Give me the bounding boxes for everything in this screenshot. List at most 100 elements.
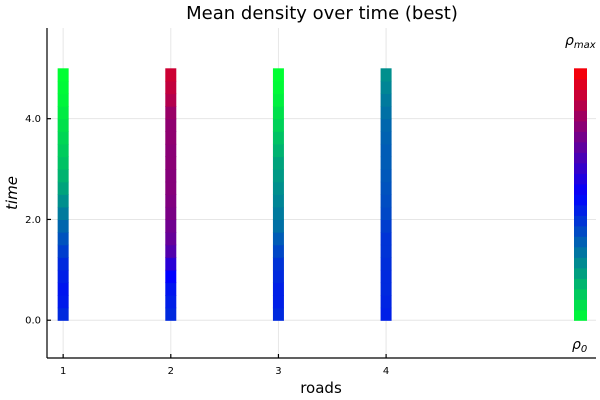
- heatmap-cell: [57, 181, 69, 195]
- heatmap-cell: [272, 232, 284, 246]
- colorbar-segment: [574, 236, 587, 248]
- colorbar-segment: [574, 299, 587, 311]
- heatmap-cell: [272, 156, 284, 170]
- x-tick-label: 1: [60, 366, 66, 377]
- heatmap-cell: [57, 295, 69, 309]
- heatmap-cell: [165, 169, 177, 183]
- heatmap-cell: [380, 257, 392, 271]
- heatmap-cell: [272, 244, 284, 258]
- heatmap-cell: [272, 206, 284, 221]
- heatmap-cell: [380, 232, 392, 246]
- heatmap-cell: [380, 93, 392, 107]
- colorbar-segment: [574, 120, 587, 132]
- heatmap-cell: [57, 80, 69, 95]
- colorbar-segment: [574, 141, 587, 153]
- heatmap-cell: [165, 131, 177, 145]
- colorbar-segment: [574, 89, 587, 101]
- heatmap-cell: [272, 143, 284, 158]
- colorbar-segment: [574, 246, 587, 258]
- heatmap-cell: [380, 181, 392, 195]
- heatmap-cell: [165, 269, 177, 284]
- heatmap-cell: [272, 106, 284, 120]
- heatmap-cell: [165, 118, 177, 132]
- heatmap-cell: [380, 80, 392, 95]
- heatmap-cell: [380, 219, 392, 233]
- heatmap-cell: [380, 131, 392, 145]
- heatmap-cell: [165, 181, 177, 195]
- x-tick-label: 2: [168, 366, 174, 377]
- heatmap-cell: [57, 206, 69, 221]
- y-axis-label: time: [3, 176, 21, 210]
- colorbar-segment: [574, 204, 587, 216]
- heatmap-cell: [57, 68, 69, 82]
- heatmap-cell: [272, 282, 284, 296]
- heatmap-cell: [380, 143, 392, 158]
- colorbar-segment: [574, 152, 587, 164]
- heatmap-cell: [165, 219, 177, 233]
- x-tick-label: 4: [383, 366, 389, 377]
- heatmap-cell: [272, 295, 284, 309]
- heatmap-cell: [165, 106, 177, 120]
- heatmap-cell: [57, 282, 69, 296]
- colorbar-segment: [574, 278, 587, 290]
- heatmap-cell: [272, 194, 284, 208]
- heatmap-cell: [165, 257, 177, 271]
- heatmap-cell: [380, 194, 392, 208]
- heatmap-cell: [380, 118, 392, 132]
- heatmap-cell: [57, 307, 69, 321]
- colorbar-segment: [574, 257, 587, 269]
- x-ticks: 1 2 3 4: [60, 354, 389, 377]
- colorbar-min-label: ρ0: [572, 337, 587, 355]
- heatmap-cell: [380, 282, 392, 296]
- heatmap-cell: [57, 118, 69, 132]
- heatmap-cell: [57, 257, 69, 271]
- heatmap-cell: [272, 269, 284, 284]
- colorbar-segment: [574, 183, 587, 195]
- heatmap-cell: [57, 169, 69, 183]
- colorbar-segment: [574, 215, 587, 227]
- heatmap-cell: [165, 206, 177, 221]
- heatmap-cell: [165, 194, 177, 208]
- heatmap-cell: [57, 156, 69, 170]
- heatmap-cell: [380, 206, 392, 221]
- colorbar-min-symbol: ρ: [572, 337, 581, 353]
- y-tick-label: 4.0: [25, 114, 41, 125]
- heatmap-cell: [380, 68, 392, 82]
- colorbar-segment: [574, 110, 587, 122]
- y-tick-label: 2.0: [25, 215, 41, 226]
- heatmap-cell: [272, 181, 284, 195]
- colorbar: [574, 68, 587, 321]
- heatmap-cell: [57, 244, 69, 258]
- heatmap-cell: [165, 282, 177, 296]
- heatmap-cell: [57, 219, 69, 233]
- heatmap-cell: [57, 131, 69, 145]
- heatmap-cell: [165, 80, 177, 95]
- heatmap-cell: [57, 232, 69, 246]
- y-tick-label: 0.0: [25, 316, 41, 327]
- chart-title: Mean density over time (best): [186, 3, 458, 24]
- colorbar-segment: [574, 267, 587, 279]
- heatmap-cell: [165, 143, 177, 158]
- heatmap-cell: [272, 257, 284, 271]
- heatmap-cell: [272, 68, 284, 82]
- colorbar-segment: [574, 162, 587, 174]
- heatmap-cell: [272, 118, 284, 132]
- heatmap-cell: [380, 106, 392, 120]
- colorbar-max-subscript: max: [574, 40, 596, 51]
- colorbar-segment: [574, 225, 587, 237]
- y-ticks: 0.0 2.0 4.0: [25, 114, 51, 327]
- heatmap-cell: [272, 219, 284, 233]
- heatmap-cell: [272, 80, 284, 95]
- grid: [47, 28, 596, 358]
- heatmap-cell: [272, 131, 284, 145]
- heatmap-cell: [165, 93, 177, 107]
- colorbar-segment: [574, 68, 587, 80]
- heatmap-cell: [57, 93, 69, 107]
- colorbar-segment: [574, 131, 587, 143]
- heatmap-cell: [165, 307, 177, 321]
- heatmap-cells: [57, 68, 392, 321]
- heatmap-cell: [165, 68, 177, 82]
- heatmap-cell: [272, 169, 284, 183]
- heatmap-cell: [165, 244, 177, 258]
